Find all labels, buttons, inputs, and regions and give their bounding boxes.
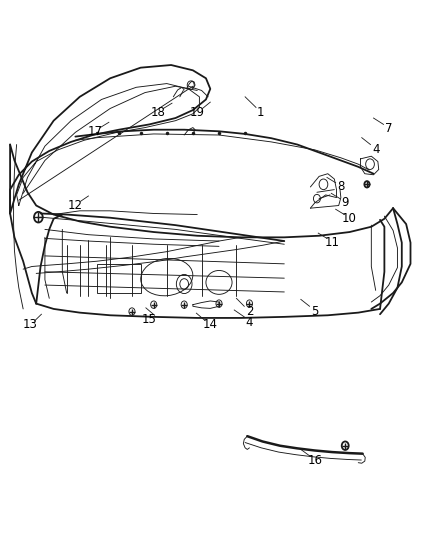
- Text: 5: 5: [311, 305, 318, 318]
- Text: 11: 11: [325, 236, 339, 249]
- Text: 18: 18: [151, 106, 166, 119]
- Text: 2: 2: [246, 305, 253, 318]
- Text: 1: 1: [257, 106, 264, 119]
- Text: 13: 13: [22, 318, 37, 332]
- Text: 9: 9: [342, 196, 349, 209]
- Text: 10: 10: [342, 212, 357, 225]
- Text: 14: 14: [203, 318, 218, 332]
- Text: 15: 15: [142, 313, 157, 326]
- Text: 12: 12: [68, 199, 83, 212]
- Text: 7: 7: [385, 122, 392, 135]
- Text: 8: 8: [337, 181, 345, 193]
- Bar: [97, 264, 141, 293]
- Text: 19: 19: [190, 106, 205, 119]
- Text: 4: 4: [372, 143, 379, 156]
- Text: 16: 16: [307, 454, 322, 466]
- Text: 4: 4: [246, 316, 253, 329]
- Text: 17: 17: [88, 125, 102, 138]
